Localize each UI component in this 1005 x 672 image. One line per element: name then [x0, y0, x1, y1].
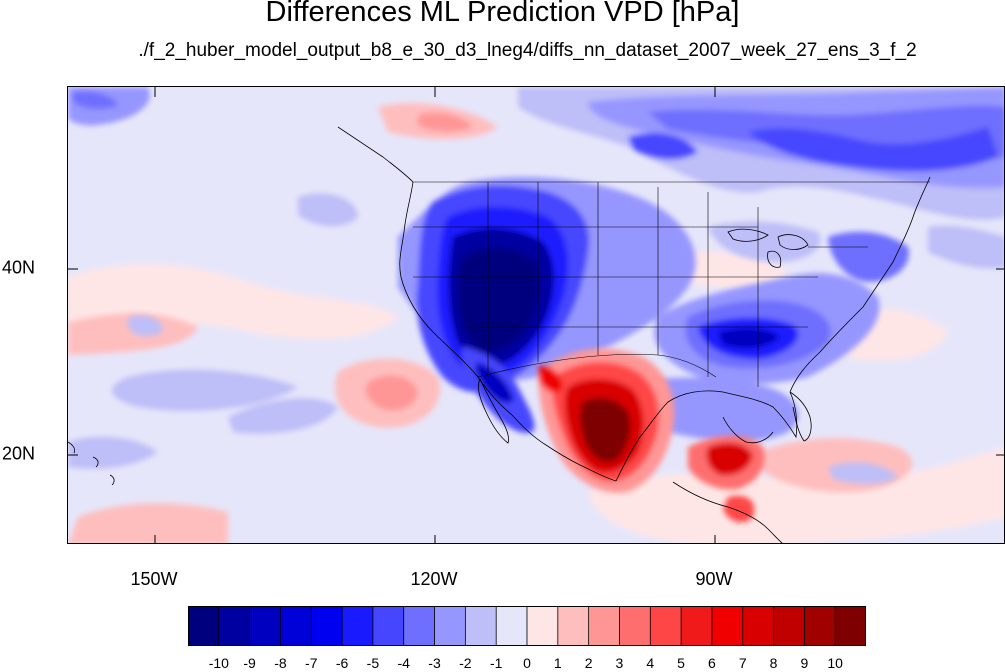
y-tick-label-20n: 20N — [2, 443, 36, 464]
colorbar-tick-label: 8 — [769, 655, 778, 671]
colorbar-tick-label: -8 — [274, 655, 287, 671]
colorbar-tick-label: -7 — [305, 655, 318, 671]
map-tick-marks — [68, 87, 1004, 543]
colorbar-swatch — [434, 606, 467, 646]
colorbar-tick-label: 10 — [827, 655, 843, 671]
colorbar-swatch — [773, 606, 806, 646]
colorbar-tick-label: -1 — [489, 655, 503, 671]
colorbar-swatch — [372, 606, 405, 646]
coastlines — [68, 126, 931, 543]
map-panel — [67, 86, 1005, 544]
colorbar-swatch — [711, 606, 744, 646]
colorbar-swatch — [280, 606, 312, 646]
colorbar-tick-label: 4 — [646, 655, 655, 671]
colorbar-tick-label: 0 — [523, 655, 531, 671]
colorbar-tick-label: -3 — [428, 655, 441, 671]
colorbar-swatch — [464, 606, 497, 646]
x-tick-label-150w: 150W — [130, 569, 178, 589]
plot-title: Differences ML Prediction VPD [hPa] — [265, 0, 740, 28]
y-tick-label-40n: 40N — [2, 257, 36, 278]
colorbar-swatch — [742, 606, 775, 646]
colorbar-tick-label: 2 — [584, 655, 593, 671]
colorbar-swatch — [495, 606, 528, 646]
colorbar-swatch — [649, 606, 682, 646]
colorbar-swatch — [310, 606, 343, 646]
colorbar-tick-label: -2 — [459, 655, 472, 671]
plot-subtitle: ./f_2_huber_model_output_b8_e_30_d3_lneg… — [138, 40, 917, 61]
colorbar-swatch — [249, 606, 282, 646]
colorbar-tick-label: 3 — [615, 655, 624, 671]
colorbar-tick-label: -5 — [366, 655, 380, 671]
colorbar-swatch — [218, 606, 251, 646]
colorbar-tick-label: -6 — [335, 655, 349, 671]
colorbar-tick-label: 5 — [677, 655, 685, 671]
mexico-positive-anomaly — [538, 348, 765, 523]
colorbar-swatch — [803, 606, 836, 646]
colorbar-swatch — [403, 606, 436, 646]
colorbar-swatch — [588, 606, 621, 646]
x-tick-label-90w: 90W — [695, 569, 733, 589]
colorbar-tick-label: -4 — [397, 655, 410, 671]
colorbar-swatch — [341, 606, 374, 646]
political-borders — [413, 181, 930, 387]
colorbar-swatch — [188, 606, 220, 646]
colorbar-swatch — [526, 606, 559, 646]
colorbar — [188, 606, 866, 646]
x-tick-label-120w: 120W — [410, 569, 458, 589]
colorbar-tick-label: 7 — [738, 655, 747, 671]
colorbar-tick-label: 9 — [800, 655, 809, 671]
colorbar-swatch — [619, 606, 651, 646]
colorbar-tick-label: -9 — [243, 655, 256, 671]
negative-anomaly-patches — [68, 87, 1004, 484]
colorbar-tick-label: -10 — [208, 655, 229, 671]
colorbar-swatch — [680, 606, 713, 646]
colorbar-tick-label: 6 — [708, 655, 716, 671]
colorbar-swatch — [834, 606, 866, 646]
colorbar-frame — [188, 606, 866, 646]
colorbar-swatch — [557, 606, 590, 646]
vpd-difference-map — [68, 87, 1004, 543]
colorbar-tick-label: 1 — [553, 655, 562, 671]
